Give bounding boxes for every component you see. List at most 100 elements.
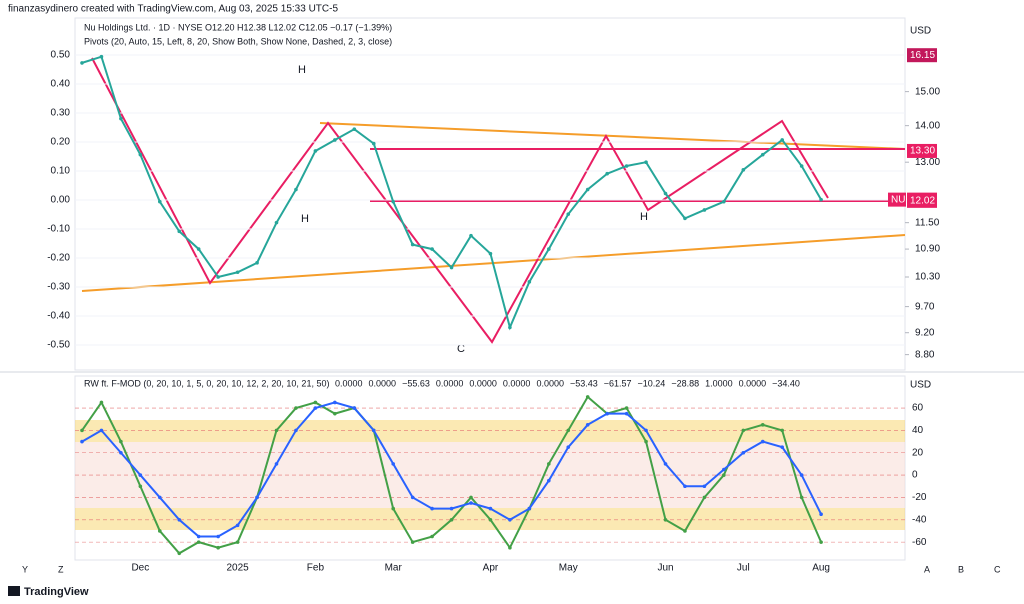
y2-tick-label: -0.20 xyxy=(47,253,70,264)
legend-value: −28.88 xyxy=(671,378,699,388)
data-point xyxy=(760,152,765,157)
y2-tick-label: 0.00 xyxy=(51,195,71,206)
indicator-title: RW ft. F-MOD (0, 20, 10, 1, 5, 0, 20, 10… xyxy=(84,378,329,388)
toolbar-button[interactable]: Y xyxy=(22,564,28,574)
annotation: H xyxy=(640,211,648,223)
y-tick-label: -40 xyxy=(912,514,927,525)
data-point xyxy=(605,171,609,176)
y-tick-label: 0 xyxy=(912,470,918,481)
data-point xyxy=(216,545,220,550)
data-point xyxy=(333,138,337,142)
legend-value: −10.24 xyxy=(638,378,666,388)
data-point xyxy=(99,428,104,433)
data-point xyxy=(371,428,376,433)
data-point xyxy=(780,445,784,449)
data-point xyxy=(702,495,707,500)
annotation: H xyxy=(301,213,309,225)
data-point xyxy=(313,149,318,153)
data-point xyxy=(216,275,220,279)
data-point xyxy=(819,512,823,516)
y-tick-label: 15.00 xyxy=(915,86,940,97)
data-point xyxy=(410,540,415,544)
annotation: H xyxy=(298,64,306,76)
data-point xyxy=(585,187,590,192)
legend-value: −53.43 xyxy=(570,378,598,388)
legend-value: 1.0000 xyxy=(705,378,733,388)
data-point xyxy=(624,164,629,168)
data-point xyxy=(313,406,318,410)
legend-value: 0.0000 xyxy=(536,378,564,388)
y-tick-label: 9.70 xyxy=(915,301,935,312)
data-point xyxy=(449,506,454,511)
data-point xyxy=(449,517,454,522)
data-point xyxy=(702,208,707,212)
toolbar-button[interactable]: A xyxy=(924,564,930,574)
data-point xyxy=(547,247,551,251)
data-point xyxy=(722,199,726,204)
y-tick-label: 11.50 xyxy=(915,217,940,228)
x-tick-label: 2025 xyxy=(226,563,249,574)
legend-value: 0.0000 xyxy=(503,378,531,388)
data-point xyxy=(391,506,396,511)
data-point xyxy=(177,229,182,234)
data-point xyxy=(741,428,746,433)
data-point xyxy=(352,127,357,131)
y-tick-label: 8.80 xyxy=(915,349,935,360)
data-point xyxy=(644,428,648,433)
toolbar-button[interactable]: Z xyxy=(58,564,64,574)
data-point xyxy=(138,152,143,157)
data-point xyxy=(469,233,473,238)
y2-tick-label: 0.50 xyxy=(51,50,71,61)
y-tick-label: -20 xyxy=(912,492,927,503)
data-point xyxy=(760,439,765,444)
data-point xyxy=(469,501,473,505)
currency: USD xyxy=(910,26,931,37)
data-point xyxy=(566,212,571,216)
data-point xyxy=(80,439,84,444)
y-tick-label: 9.20 xyxy=(915,327,935,338)
y-tick-label: 20 xyxy=(912,447,924,458)
y-tick-label: 60 xyxy=(912,403,924,414)
data-point xyxy=(547,478,551,483)
legend-value: −55.63 xyxy=(402,378,430,388)
data-point xyxy=(508,517,512,522)
toolbar-button[interactable]: B xyxy=(958,564,964,574)
attribution: finanzasydinero created with TradingView… xyxy=(8,4,338,15)
y-tick-label: 13.00 xyxy=(915,157,940,168)
data-point xyxy=(99,54,104,59)
data-point xyxy=(663,191,668,196)
legend-value: 0.0000 xyxy=(369,378,397,388)
x-tick-label: Aug xyxy=(812,563,830,574)
y2-tick-label: -0.10 xyxy=(47,224,70,235)
data-point xyxy=(391,462,396,466)
price-label-box xyxy=(907,193,937,208)
zigzag xyxy=(91,57,829,344)
data-point xyxy=(605,411,609,416)
y-tick-label: -60 xyxy=(912,537,927,548)
data-point xyxy=(80,428,84,433)
data-point xyxy=(683,216,687,221)
data-point xyxy=(488,506,493,511)
data-point xyxy=(235,270,240,275)
data-point xyxy=(294,428,298,433)
y-tick-label: 14.00 xyxy=(915,120,940,131)
data-point xyxy=(177,551,182,556)
data-point xyxy=(158,199,162,204)
data-point xyxy=(274,462,279,466)
data-point xyxy=(566,445,571,449)
data-point xyxy=(235,540,240,544)
y2-tick-label: -0.30 xyxy=(47,282,70,293)
data-point xyxy=(508,325,512,330)
toolbar-button[interactable]: C xyxy=(994,564,1001,574)
y-tick-label: 10.30 xyxy=(915,272,940,283)
trend-line xyxy=(319,122,906,150)
data-point xyxy=(80,61,84,65)
price-label: 12.02 xyxy=(910,195,935,206)
data-point xyxy=(683,529,687,533)
data-point xyxy=(469,495,473,500)
data-point xyxy=(255,261,259,265)
data-point xyxy=(508,545,512,550)
legend-value: 0.0000 xyxy=(469,378,497,388)
x-tick-label: Dec xyxy=(131,563,149,574)
currency: USD xyxy=(910,380,931,391)
